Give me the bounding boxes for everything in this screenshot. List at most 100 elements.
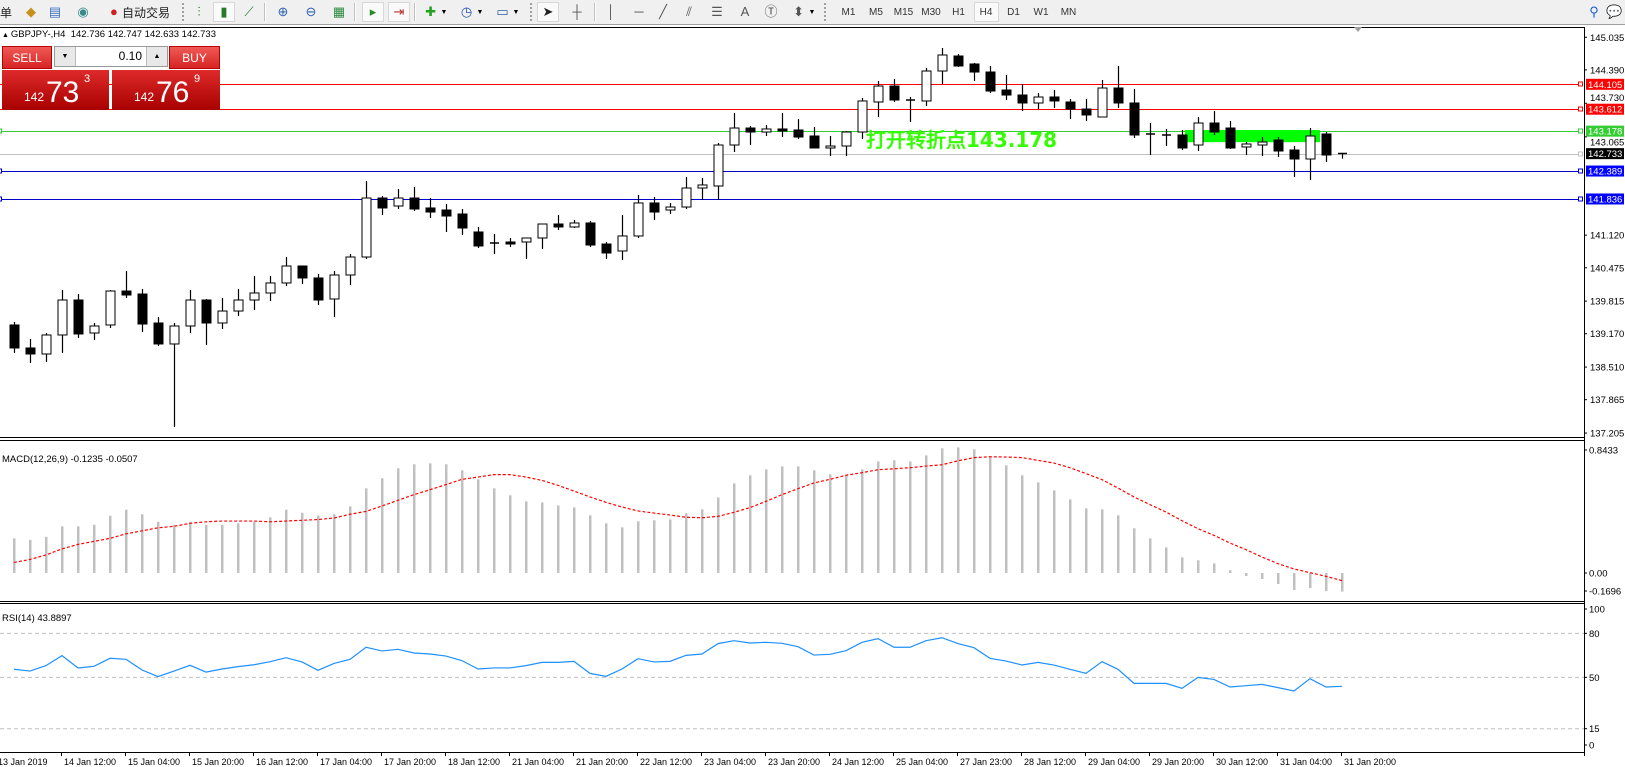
- line-handle[interactable]: [1578, 128, 1583, 134]
- macd-bar: [1309, 573, 1312, 589]
- date-tick-label: 25 Jan 04:00: [896, 757, 948, 767]
- arrows-button[interactable]: ⬍ ▼: [793, 4, 816, 19]
- candle: [825, 136, 836, 157]
- line-price-badge: [1586, 193, 1624, 205]
- macd-bar: [509, 495, 512, 573]
- candle: [201, 298, 212, 345]
- trendline-icon[interactable]: ╱: [659, 4, 667, 19]
- timeframe-h4[interactable]: H4: [973, 2, 999, 22]
- candle: [1081, 99, 1092, 121]
- macd-bar: [1117, 515, 1120, 573]
- vertical-line-icon[interactable]: │: [606, 4, 616, 19]
- line-handle[interactable]: [0, 128, 2, 134]
- candle: [793, 119, 804, 139]
- candle-body: [697, 184, 708, 189]
- date-tick-label: 18 Jan 12:00: [448, 757, 500, 767]
- indicators-button[interactable]: ✚ ▼: [425, 4, 448, 19]
- candle-body: [713, 144, 724, 187]
- text-icon[interactable]: A: [740, 4, 750, 19]
- line-handle[interactable]: [1578, 106, 1583, 112]
- horizontal-line-icon[interactable]: ─: [634, 4, 644, 19]
- line-handle[interactable]: [1578, 196, 1583, 202]
- macd-bar: [989, 456, 992, 573]
- macd-bar: [93, 524, 96, 573]
- timeframe-m5[interactable]: M5: [869, 6, 883, 18]
- candle-body: [329, 274, 340, 300]
- candle-body: [1049, 96, 1060, 102]
- text-label-icon[interactable]: Ⓣ: [764, 4, 778, 19]
- crosshair-icon[interactable]: ┼: [572, 4, 582, 19]
- navigator-icon[interactable]: ▤: [48, 4, 62, 19]
- bar-chart-icon[interactable]: ⫶: [197, 4, 201, 19]
- macd-bar: [285, 509, 288, 573]
- line-price-label: 142.389: [1588, 167, 1622, 178]
- price-tick-label: 145.035: [1590, 33, 1624, 44]
- timeframe-mn[interactable]: MN: [1060, 6, 1077, 18]
- lot-increase-button[interactable]: ▲: [146, 47, 167, 66]
- line-handle[interactable]: [1578, 81, 1583, 87]
- sell-price[interactable]: 142 73 3: [2, 70, 109, 110]
- date-tick-label: 17 Jan 04:00: [320, 757, 372, 767]
- line-price-label: 141.836: [1588, 194, 1622, 205]
- zoom-in-icon[interactable]: ⊕: [277, 4, 289, 19]
- candle-body: [233, 299, 244, 312]
- timeframe-m1[interactable]: M1: [841, 6, 856, 18]
- line-handle[interactable]: [1578, 151, 1583, 157]
- timeframe-m30[interactable]: M30: [921, 6, 941, 18]
- candle: [393, 189, 404, 209]
- sell-button[interactable]: SELL: [2, 46, 52, 69]
- macd-bar: [957, 447, 960, 573]
- auto-trading-button[interactable]: ● 自动交易: [98, 2, 178, 22]
- macd-bar: [1229, 570, 1232, 573]
- candle: [313, 273, 324, 306]
- fibonacci-icon[interactable]: ☰: [711, 4, 723, 19]
- channel-icon[interactable]: ⫽: [686, 4, 692, 19]
- candle-body: [857, 100, 868, 133]
- macd-bar: [1341, 573, 1344, 592]
- line-price-badge: [1586, 165, 1624, 177]
- tile-windows-icon[interactable]: ▦: [332, 4, 346, 19]
- timeframe-w1[interactable]: W1: [1033, 6, 1049, 18]
- date-tick-label: 24 Jan 12:00: [832, 757, 884, 767]
- date-tick-label: 15 Jan 04:00: [128, 757, 180, 767]
- timeframe-m15[interactable]: M15: [893, 6, 914, 18]
- chat-icon[interactable]: 💬: [1606, 4, 1623, 19]
- chart-shift-marker[interactable]: [1354, 27, 1362, 32]
- candlestick-icon[interactable]: ▮: [213, 2, 235, 22]
- macd-bar: [381, 478, 384, 573]
- cursor-icon[interactable]: ➤: [537, 2, 559, 22]
- zoom-out-icon[interactable]: ⊖: [305, 4, 317, 19]
- signal-icon[interactable]: ◉: [77, 4, 89, 19]
- candle-body: [1225, 127, 1236, 149]
- macd-bar: [413, 464, 416, 573]
- macd-bar: [829, 474, 832, 573]
- periods-button[interactable]: ◷ ▼: [460, 4, 484, 19]
- line-price-badge: [1586, 125, 1624, 137]
- chart-shift-icon[interactable]: ⇥: [388, 2, 410, 22]
- timeframe-h1[interactable]: H1: [952, 6, 965, 18]
- turning-point-annotation[interactable]: 打开转折点143.178: [866, 128, 1058, 152]
- menu-fragment[interactable]: 单: [0, 5, 13, 20]
- line-handle[interactable]: [1578, 168, 1583, 174]
- search-icon[interactable]: ⚲: [1589, 4, 1599, 19]
- buy-button[interactable]: BUY: [169, 46, 220, 69]
- candle-body: [745, 127, 756, 133]
- line-chart-icon[interactable]: ⟋: [244, 4, 254, 19]
- lot-size-input[interactable]: 0.10: [118, 49, 142, 63]
- candle-body: [1209, 122, 1220, 133]
- candle-body: [1065, 101, 1076, 110]
- experts-icon[interactable]: ◆: [26, 4, 36, 19]
- timeframe-d1[interactable]: D1: [1007, 6, 1020, 18]
- auto-scroll-icon[interactable]: ▸: [362, 2, 384, 22]
- lot-size-stepper[interactable]: ▼ 0.10 ▲: [54, 46, 168, 67]
- candle: [185, 290, 196, 334]
- line-handle[interactable]: [0, 196, 2, 202]
- buy-price[interactable]: 142 76 9: [112, 70, 220, 110]
- templates-button[interactable]: ▭ ▼: [496, 4, 520, 19]
- macd-bar: [733, 483, 736, 573]
- macd-bar: [429, 463, 432, 573]
- candle-body: [377, 197, 388, 209]
- line-handle[interactable]: [0, 168, 2, 174]
- lot-decrease-button[interactable]: ▼: [55, 47, 76, 66]
